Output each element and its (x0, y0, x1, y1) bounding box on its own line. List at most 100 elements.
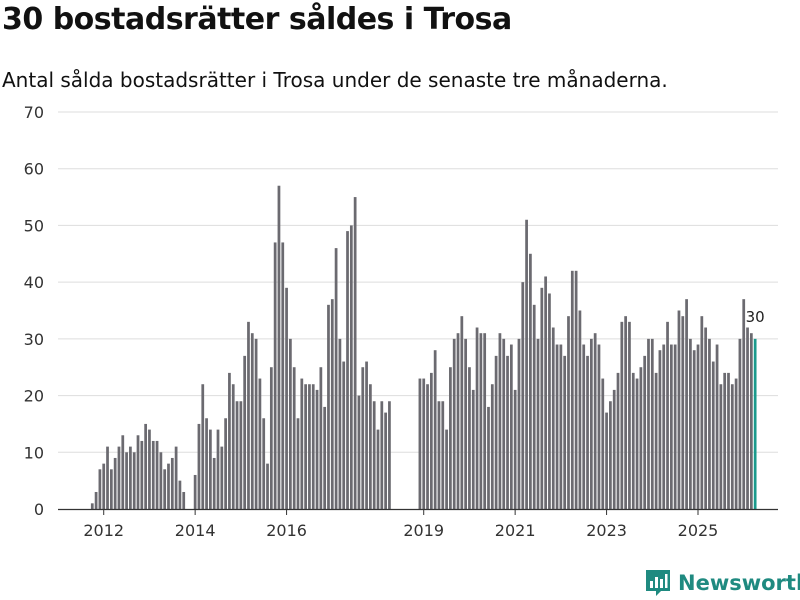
bar (361, 367, 365, 509)
bar (121, 435, 125, 509)
bar (730, 384, 734, 509)
bar (605, 412, 608, 509)
bar (151, 440, 155, 509)
bar (658, 350, 662, 509)
bar (167, 463, 170, 509)
bar (163, 469, 167, 509)
bar (349, 225, 353, 509)
y-tick-label: 30 (24, 330, 44, 349)
bar (529, 253, 532, 509)
bar (209, 429, 212, 509)
bar (669, 344, 673, 509)
bar (201, 384, 205, 509)
bar (643, 355, 647, 509)
bar (711, 361, 715, 509)
bar (582, 344, 586, 509)
bar (113, 457, 117, 509)
bar (532, 304, 536, 509)
bar (418, 378, 422, 509)
bar (231, 384, 235, 509)
bar (681, 316, 685, 509)
bar (247, 321, 250, 509)
bar (559, 344, 563, 509)
bar (235, 401, 239, 509)
bar (449, 367, 452, 509)
bar (292, 367, 296, 509)
bar (216, 429, 220, 509)
bar (170, 457, 174, 509)
bar (662, 344, 666, 509)
bar (471, 389, 475, 509)
bar (479, 333, 483, 509)
bar (639, 367, 643, 509)
bar (574, 270, 578, 509)
bar (254, 338, 258, 509)
x-tick-label: 2012 (83, 521, 124, 540)
axes: 0 10 20 30 40 50 60 70 2012 2014 2016 2019 2021 2023 2… (24, 103, 778, 540)
bar (323, 406, 327, 509)
bar (365, 361, 368, 509)
bar (94, 491, 98, 509)
bar (334, 248, 338, 509)
bar (357, 395, 361, 509)
bar-highlight (753, 338, 757, 509)
bar (327, 304, 330, 509)
bar (677, 310, 681, 509)
bar (338, 338, 342, 509)
bar (102, 463, 106, 509)
y-tick-label: 60 (24, 160, 44, 179)
bar (258, 378, 262, 509)
x-tick-label: 2016 (266, 521, 307, 540)
bar (689, 338, 692, 509)
bar (300, 378, 304, 509)
bar (456, 333, 460, 509)
chart-subtitle: Antal sålda bostadsrätter i Trosa under … (2, 68, 668, 92)
bar (513, 389, 517, 509)
bar (311, 384, 315, 509)
bar (269, 367, 273, 509)
bar (536, 338, 540, 509)
bar (342, 361, 346, 509)
bar (483, 333, 487, 509)
bar (696, 344, 700, 509)
bar (506, 355, 509, 509)
bar (464, 338, 468, 509)
grid-lines (58, 111, 778, 453)
bar (136, 435, 140, 509)
y-tick-label: 10 (24, 443, 44, 462)
x-tick-label: 2021 (495, 521, 536, 540)
bar (445, 429, 448, 509)
bar (117, 446, 121, 509)
bar (224, 418, 227, 509)
bar (719, 384, 723, 509)
bar (140, 440, 144, 509)
bars (90, 185, 757, 510)
bar (620, 321, 624, 509)
y-tick-label: 50 (24, 216, 44, 235)
bar (422, 378, 426, 509)
bar (197, 423, 201, 509)
bar (372, 401, 376, 509)
bar (727, 372, 730, 509)
bar (315, 389, 319, 509)
bar (616, 372, 620, 509)
bar (597, 344, 601, 509)
bar (262, 418, 266, 509)
bar (346, 231, 349, 509)
bar (174, 446, 178, 509)
bar (734, 378, 738, 509)
bar (452, 338, 456, 509)
bar (437, 401, 441, 509)
bar (578, 310, 582, 509)
bar (353, 197, 357, 510)
y-tick-label: 40 (24, 273, 44, 292)
bar (273, 242, 277, 509)
x-tick-label: 2025 (678, 521, 719, 540)
bar (544, 276, 548, 509)
bar (285, 287, 288, 509)
bar (426, 384, 429, 509)
bar (563, 355, 567, 509)
bar (159, 452, 163, 509)
bar (193, 474, 197, 509)
